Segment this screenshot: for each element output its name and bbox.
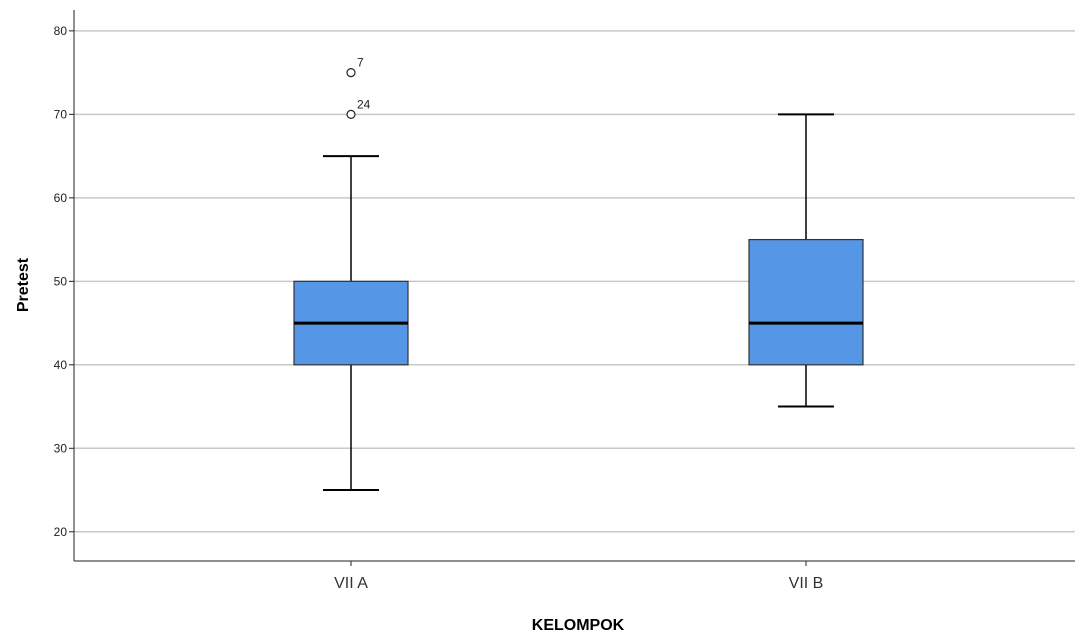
y-tick-label-30: 30 (54, 441, 68, 455)
gridlines (74, 30, 1075, 533)
y-tick-label-50: 50 (54, 274, 68, 288)
y-tick-label-80: 80 (54, 24, 68, 38)
y-tick-label-60: 60 (54, 191, 68, 205)
y-tick-label-40: 40 (54, 358, 68, 372)
box-1-outlier-label-24: 24 (357, 97, 371, 111)
x-tick-label-2: VII B (789, 575, 824, 592)
box-1-outlier-24 (346, 109, 356, 119)
y-tick-label-70: 70 (54, 107, 68, 121)
y-tick-label-20: 20 (54, 525, 68, 539)
box-1-outlier-label-7: 7 (357, 56, 364, 70)
x-tick-label-1: VII A (334, 575, 368, 592)
y-axis-title: Pretest (15, 257, 32, 312)
box-2-iqr (748, 238, 864, 366)
labels: 20 30 40 50 60 70 80 VII A 7 24 VII B (54, 24, 824, 592)
x-axis-title: KELOMPOK (532, 617, 625, 634)
boxes (293, 68, 864, 492)
axes (69, 10, 1075, 566)
box-1-outlier-7 (346, 68, 356, 78)
